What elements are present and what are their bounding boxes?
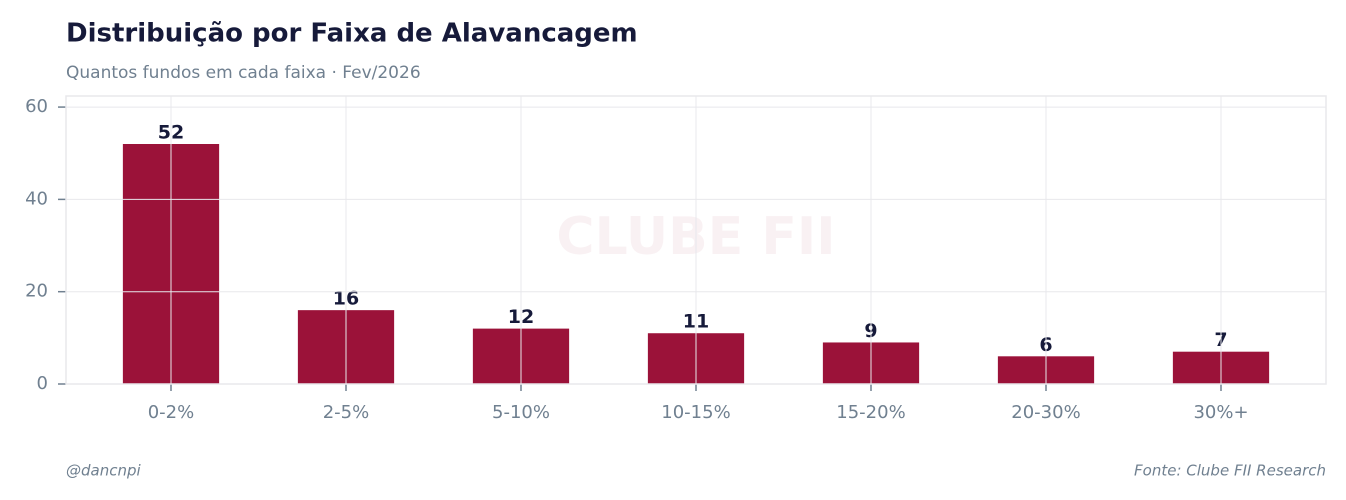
y-tick-label: 0 — [37, 373, 48, 394]
chart-title: Distribuição por Faixa de Alavancagem — [66, 19, 638, 49]
x-tick-label: 30%+ — [1193, 402, 1248, 423]
chart-subtitle: Quantos fundos em cada faixa · Fev/2026 — [66, 63, 421, 83]
y-tick-label: 60 — [25, 96, 48, 117]
x-tick-label: 0-2% — [148, 402, 195, 423]
plot-frame — [65, 95, 1327, 385]
footer-left: @dancnpi — [66, 462, 141, 480]
footer-right: Fonte: Clube FII Research — [1134, 462, 1326, 480]
x-tick-label: 5-10% — [492, 402, 550, 423]
y-tick-label: 40 — [25, 188, 48, 209]
x-tick-label: 20-30% — [1011, 402, 1080, 423]
x-tick-label: 10-15% — [661, 402, 730, 423]
x-tick-label: 15-20% — [836, 402, 905, 423]
y-tick-label: 20 — [25, 281, 48, 302]
x-tick-label: 2-5% — [323, 402, 370, 423]
